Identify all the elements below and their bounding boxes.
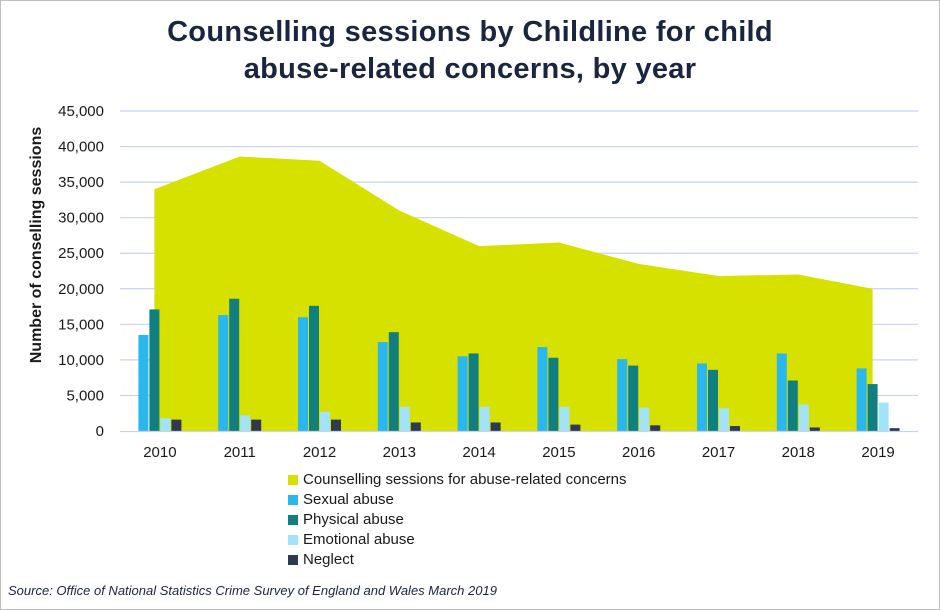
- bar-sexual-abuse: [218, 315, 229, 431]
- bar-physical-abuse: [388, 332, 399, 431]
- legend-label: Emotional abuse: [303, 531, 415, 548]
- legend-swatch: [288, 515, 298, 525]
- bar-sexual-abuse: [377, 342, 388, 431]
- y-tick-label: 10,000: [58, 352, 104, 369]
- bar-emotional-abuse: [798, 404, 809, 431]
- bar-emotional-abuse: [639, 407, 650, 431]
- bar-sexual-abuse: [138, 335, 149, 431]
- bar-emotional-abuse: [719, 408, 729, 431]
- chart-title-line-2: abuse-related concerns, by year: [243, 53, 697, 85]
- bar-sexual-abuse: [617, 359, 628, 431]
- x-tick-label: 2016: [622, 444, 655, 461]
- bar-physical-abuse: [787, 380, 798, 431]
- y-tick-label: 30,000: [58, 210, 104, 227]
- bar-neglect: [889, 428, 900, 431]
- bar-neglect: [570, 424, 581, 431]
- x-tick-label: 2019: [861, 444, 894, 461]
- y-tick-label: 45,000: [58, 103, 104, 120]
- legend-label: Physical abuse: [303, 511, 404, 528]
- legend-swatch: [288, 475, 298, 485]
- bar-physical-abuse: [708, 369, 718, 431]
- y-tick-label: 35,000: [58, 174, 104, 191]
- chart-title-line-1: Counselling sessions by Childline for ch…: [167, 16, 773, 48]
- bar-physical-abuse: [229, 298, 240, 431]
- x-tick-label: 2010: [143, 444, 176, 461]
- bar-physical-abuse: [468, 353, 479, 431]
- bar-neglect: [251, 419, 262, 431]
- y-tick-label: 40,000: [58, 139, 104, 156]
- bar-physical-abuse: [309, 305, 319, 431]
- y-tick-label: 15,000: [58, 316, 104, 333]
- x-tick-label: 2011: [224, 444, 256, 461]
- bar-physical-abuse: [149, 309, 160, 431]
- bar-emotional-abuse: [479, 406, 490, 431]
- bar-emotional-abuse: [320, 411, 330, 431]
- x-tick-label: 2018: [782, 444, 815, 461]
- legend-swatch: [288, 555, 298, 565]
- area-abuse-related-concerns: [154, 156, 873, 431]
- bar-neglect: [730, 426, 740, 431]
- x-tick-label: 2015: [542, 444, 575, 461]
- bar-emotional-abuse: [878, 402, 889, 431]
- bar-emotional-abuse: [160, 418, 171, 431]
- bar-neglect: [809, 427, 820, 431]
- y-tick-label: 5,000: [66, 387, 104, 404]
- y-tick-label: 25,000: [58, 245, 104, 262]
- bar-emotional-abuse: [240, 415, 251, 431]
- legend-label: Neglect: [303, 551, 354, 568]
- bar-sexual-abuse: [856, 368, 867, 431]
- legend-swatch: [288, 535, 298, 545]
- bar-sexual-abuse: [457, 356, 468, 431]
- chart-title: Counselling sessions by Childline for ch…: [0, 14, 940, 88]
- bar-neglect: [410, 422, 421, 431]
- bar-neglect: [331, 419, 341, 431]
- x-tick-label: 2017: [702, 444, 735, 461]
- bar-neglect: [490, 422, 501, 431]
- bar-physical-abuse: [628, 365, 639, 431]
- y-axis-label: Number of conselling sessions: [28, 127, 45, 364]
- legend-label: Counselling sessions for abuse-related c…: [303, 471, 627, 488]
- bar-emotional-abuse: [399, 406, 410, 431]
- bar-sexual-abuse: [298, 317, 308, 431]
- bar-emotional-abuse: [559, 406, 570, 431]
- y-tick-label: 0: [96, 423, 104, 440]
- x-tick-label: 2014: [462, 444, 495, 461]
- bar-sexual-abuse: [697, 363, 707, 431]
- source-note: Source: Office of National Statistics Cr…: [8, 583, 497, 598]
- bar-neglect: [171, 419, 182, 431]
- bar-physical-abuse: [548, 357, 559, 431]
- bar-neglect: [650, 425, 661, 431]
- bar-sexual-abuse: [537, 347, 548, 431]
- chart-plot: 0 5,000 10,000 15,000 20,000 25,000 30,000 35,0…: [28, 103, 918, 461]
- x-tick-label: 2013: [383, 444, 416, 461]
- bar-physical-abuse: [867, 384, 878, 431]
- legend-label: Sexual abuse: [303, 491, 394, 508]
- y-tick-label: 20,000: [58, 281, 104, 298]
- x-tick-label: 2012: [303, 444, 336, 461]
- bar-sexual-abuse: [776, 353, 787, 431]
- legend-swatch: [288, 495, 298, 505]
